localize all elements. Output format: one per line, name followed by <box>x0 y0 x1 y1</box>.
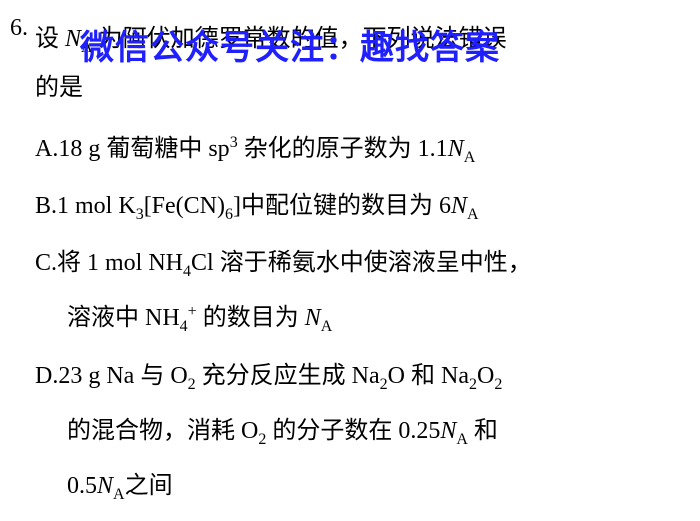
option-c-line1-sub1: 4 <box>183 263 191 280</box>
option-b-sub2: 6 <box>225 206 233 223</box>
option-c-line2: 溶液中 NH4+ 的数目为 NA <box>35 291 665 346</box>
option-a-sup: 3 <box>230 134 238 151</box>
option-d-line1-p1: 23 g Na 与 O <box>58 363 187 389</box>
option-a-label: A. <box>35 136 58 162</box>
option-b-text: 1 mol K <box>57 193 136 219</box>
option-d-line3: 0.5NA之间 <box>35 459 665 514</box>
option-c-line1-p1: 将 1 mol NH <box>57 250 183 276</box>
option-d-line1-p3: O 和 Na <box>388 363 469 389</box>
option-a-text: 18 g 葡萄糖中 sp <box>58 136 229 162</box>
option-d-line1-p2: 充分反应生成 Na <box>196 363 380 389</box>
option-c-line2-p2: 的数目为 <box>197 305 305 331</box>
option-c-line2-na: N <box>305 305 321 331</box>
option-a-na: N <box>448 136 464 162</box>
option-d-line3-p2: 之间 <box>125 473 173 499</box>
question-number: 6. <box>10 15 28 42</box>
option-c-line2-sup1: + <box>188 303 197 320</box>
option-d-line2-p2: 的分子数在 0.25 <box>266 418 440 444</box>
option-b-text2: [Fe(CN) <box>144 193 225 219</box>
options-list: A.18 g 葡萄糖中 sp3 杂化的原子数为 1.1NA B.1 mol K3… <box>35 122 665 514</box>
option-c-line2-sub2: A <box>321 318 333 335</box>
option-c-line2-sub1: 4 <box>180 318 188 335</box>
option-c-label: C. <box>35 250 57 276</box>
option-c-line1-p2: Cl 溶于稀氨水中使溶液呈中性， <box>191 250 532 276</box>
option-d-line2-sub2: A <box>456 431 468 448</box>
option-c-line2-p1: 溶液中 NH <box>67 305 180 331</box>
option-d-line1-sub4: 2 <box>494 375 502 392</box>
option-a-text2: 杂化的原子数为 1.1 <box>238 136 448 162</box>
option-d-line2-p3: 和 <box>468 418 498 444</box>
option-a: A.18 g 葡萄糖中 sp3 杂化的原子数为 1.1NA <box>35 122 665 177</box>
option-b: B.1 mol K3[Fe(CN)6]中配位键的数目为 6NA <box>35 179 665 234</box>
option-d-line3-na: N <box>97 473 113 499</box>
question-container: 微信公众号关注：趣找答案 6. 设 NA 为阿伏加德罗常数的值，下列说法错误 的… <box>35 15 665 514</box>
option-d-line3-p1: 0.5 <box>67 473 97 499</box>
option-b-sub1: 3 <box>136 206 144 223</box>
option-d-line1-sub1: 2 <box>188 375 196 392</box>
option-d-line2: 的混合物，消耗 O2 的分子数在 0.25NA 和 <box>35 404 665 459</box>
option-d-line3-sub1: A <box>113 486 125 503</box>
option-b-text3: ]中配位键的数目为 6 <box>233 193 451 219</box>
option-d-line2-p1: 的混合物，消耗 O <box>67 418 258 444</box>
option-d: D.23 g Na 与 O2 充分反应生成 Na2O 和 Na2O2 的混合物，… <box>35 349 665 515</box>
watermark-text: 微信公众号关注：趣找答案 <box>80 20 500 69</box>
option-a-sub: A <box>464 149 476 166</box>
option-d-label: D. <box>35 363 58 389</box>
option-b-na: N <box>451 193 467 219</box>
option-b-sub3: A <box>467 206 479 223</box>
option-d-line2-na1: N <box>440 418 456 444</box>
option-d-line1-p4: O <box>477 363 494 389</box>
option-d-line1-sub2: 2 <box>380 375 388 392</box>
option-b-label: B. <box>35 193 57 219</box>
option-d-line1-sub3: 2 <box>469 375 477 392</box>
option-c: C.将 1 mol NH4Cl 溶于稀氨水中使溶液呈中性， 溶液中 NH4+ 的… <box>35 236 665 346</box>
stem-line2: 的是 <box>35 75 83 101</box>
